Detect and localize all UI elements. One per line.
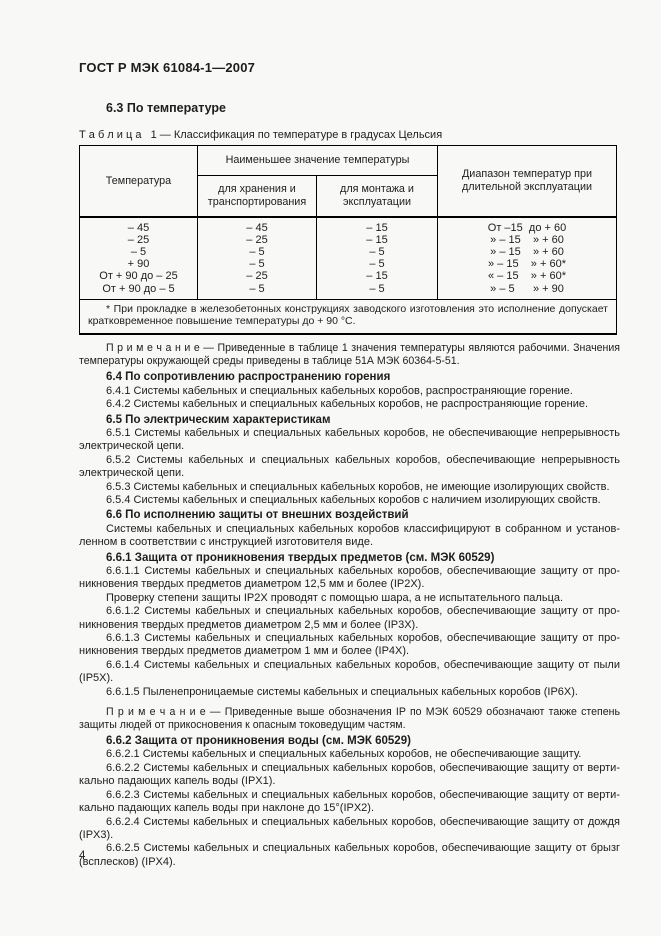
table-row: – 45 – 45 – 15 От –15 до + 60 — [79, 215, 617, 234]
table-cell: – 5 — [197, 245, 317, 259]
table-row: – 5 – 5 – 5 » – 15 » + 60 — [79, 245, 617, 259]
table-cell: – 15 — [316, 270, 438, 283]
clause-6-6-1-3: 6.6.1.3 Системы кабельных и специальных … — [79, 632, 620, 658]
clause-6-6-2-2: 6.6.2.2 Системы кабельных и специальных … — [79, 761, 620, 788]
clause-ip2x-check: Проверку степени защиты IP2X проводят с … — [106, 591, 564, 604]
clause-6-5-3: 6.5.3 Системы кабельных и специальных ка… — [106, 480, 610, 493]
header-cell-storage: для хранения и транспортирования — [197, 175, 317, 217]
clause-6-6-2-3: 6.6.2.3 Системы кабельных и специальных … — [79, 788, 620, 815]
table-cell: – 15 — [316, 233, 438, 246]
clause-6-6-2-4: 6.6.2.4 Системы кабельных и специальных … — [79, 815, 620, 841]
section-heading-6-3: 6.3 По температуре — [106, 101, 226, 115]
table-cell: – 5 — [197, 258, 317, 271]
clause-6-6-1-5: 6.6.1.5 Пыленепроницаемые системы кабель… — [106, 685, 578, 698]
clause-6-6-1-1: 6.6.1.1 Системы кабельных и специальных … — [79, 565, 620, 591]
table-cell: – 5 — [197, 282, 317, 300]
table-cell: + 90 — [79, 258, 198, 271]
table-footnote-row: * При прокладке в железобетонных констру… — [79, 298, 617, 335]
table-cell: » – 15 » + 60* — [437, 258, 617, 271]
table-cell: – 25 — [79, 233, 198, 246]
table-footnote: * При прокладке в железобетонных констру… — [79, 298, 617, 335]
table-cell: – 5 — [316, 282, 438, 300]
section-heading-6-5: 6.5 По электрическим характеристикам — [106, 413, 331, 426]
header-cell-temperature: Температура — [79, 145, 198, 217]
section-heading-6-6-1: 6.6.1 Защита от проникновения твердых пр… — [106, 551, 495, 564]
table-cell: – 5 — [316, 245, 438, 259]
section-heading-6-4: 6.4 По сопротивлению распространению гор… — [106, 371, 391, 384]
table-cell: – 25 — [197, 233, 317, 246]
section-heading-6-6: 6.6 По исполнению защиты от внешних возд… — [106, 509, 409, 522]
table-cell: – 5 — [316, 258, 438, 271]
table-cell: От + 90 до – 25 — [79, 270, 198, 283]
clause-6-4-1: 6.4.1 Системы кабельных и специальных ка… — [106, 384, 573, 397]
note-table-1: П р и м е ч а н и е — Приведенные в табл… — [79, 342, 620, 367]
table-subheader-row: для хранения и транспортирования для мон… — [80, 175, 617, 217]
page-number: 4 — [79, 850, 86, 862]
table-row: От + 90 до – 5 – 5 – 5 » – 5 » + 90 — [79, 282, 617, 300]
header-cell-range: Диапазон температур при длительной экспл… — [437, 145, 617, 217]
table-row: От + 90 до – 25 – 25 – 15 « – 15 » + 60* — [79, 270, 617, 283]
temperature-classification-table: Температура Наименьшее значение температ… — [79, 145, 617, 336]
table-cell: – 15 — [316, 215, 438, 234]
standard-designation: ГОСТ Р МЭК 61084-1—2007 — [79, 60, 256, 75]
header-cell-min-temperature-group: Наименьшее значение температуры — [197, 145, 438, 176]
clause-6-5-2: 6.5.2 Системы кабельных и специальных ка… — [79, 453, 620, 480]
table-header-row: Температура Наименьшее значение температ… — [79, 145, 617, 217]
table-cell: « – 15 » + 60* — [437, 270, 617, 283]
table-cell: – 5 — [79, 245, 198, 259]
document-page: ГОСТ Р МЭК 61084-1—2007 6.3 По температу… — [79, 60, 620, 869]
header-cell-mounting: для монтажа и эксплуатации — [316, 175, 438, 217]
clause-6-5-1: 6.5.1 Системы кабельных и специальных ка… — [79, 426, 620, 453]
section-heading-6-6-2: 6.6.2 Защита от проникновения воды (см. … — [106, 735, 411, 748]
clause-6-6-1-2: 6.6.1.2 Системы кабельных и специальных … — [79, 605, 620, 631]
table-cell: От –15 до + 60 — [437, 215, 617, 234]
note-ip-designations: П р и м е ч а н и е — Приведенные выше о… — [79, 706, 620, 731]
table-cell: » – 15 » + 60 — [437, 245, 617, 259]
table-row: + 90 – 5 – 5 » – 15 » + 60* — [79, 258, 617, 271]
clause-6-6-intro: Системы кабельных и специальных кабельны… — [79, 522, 620, 549]
table-cell: – 45 — [79, 215, 198, 234]
table-cell: » – 5 » + 90 — [437, 282, 617, 300]
clause-6-4-2: 6.4.2 Системы кабельных и специальных ка… — [106, 398, 589, 411]
table-cell: » – 15 » + 60 — [437, 233, 617, 246]
table-cell: – 25 — [197, 270, 317, 283]
table-cell: От + 90 до – 5 — [79, 282, 198, 300]
clause-6-6-2-5: 6.6.2.5 Системы кабельных и специальных … — [79, 842, 620, 868]
clause-6-6-1-4: 6.6.1.4 Системы кабельных и специальных … — [79, 658, 620, 685]
clause-6-6-2-1: 6.6.2.1 Системы кабельных и специальных … — [106, 748, 582, 761]
table-caption: Т а б л и ц а 1 — Классификация по темпе… — [79, 129, 443, 141]
table-cell: – 45 — [197, 215, 317, 234]
clause-6-5-4: 6.5.4 Системы кабельных и специальных ка… — [106, 493, 601, 506]
table-row: – 25 – 25 – 15 » – 15 » + 60 — [79, 233, 617, 246]
